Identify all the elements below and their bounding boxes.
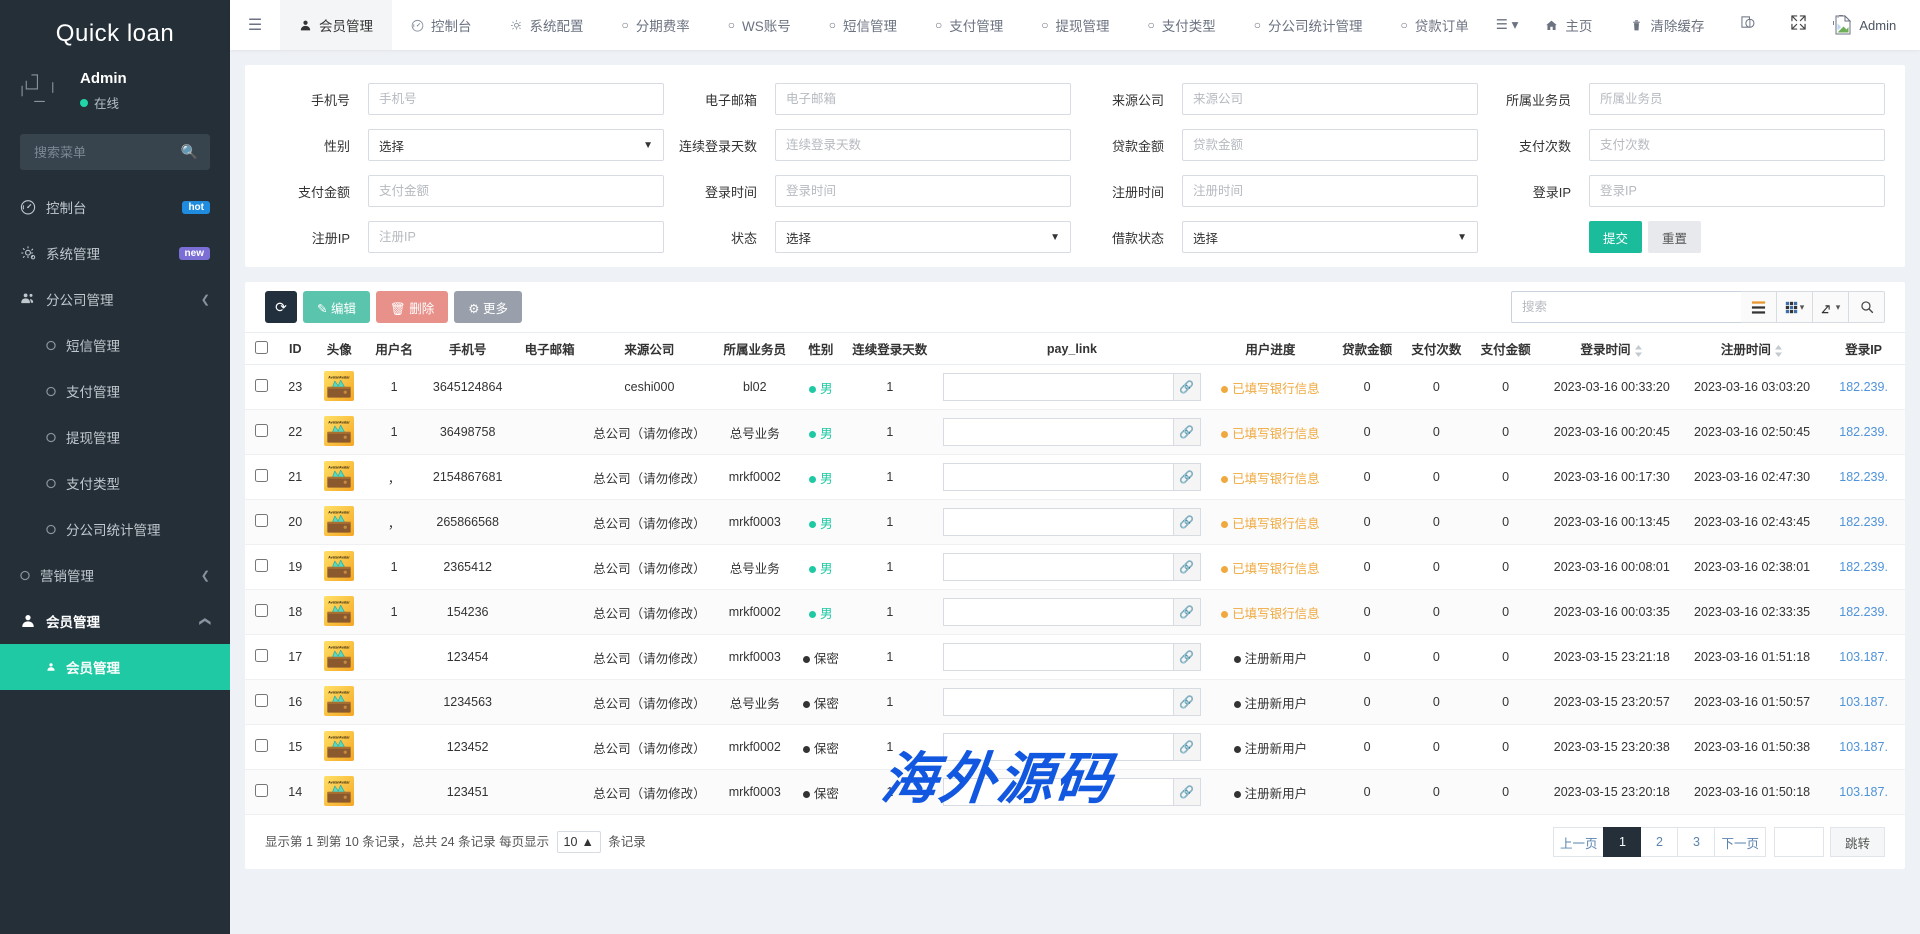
svg-text:AvatarAvatar: AvatarAvatar xyxy=(329,690,351,694)
svg-text:AvatarAvatar: AvatarAvatar xyxy=(329,555,351,559)
svg-text:AvatarAvatar: AvatarAvatar xyxy=(329,645,351,649)
svg-text:AvatarAvatar: AvatarAvatar xyxy=(329,510,351,514)
svg-text:AvatarAvatar: AvatarAvatar xyxy=(329,780,351,784)
svg-text:AvatarAvatar: AvatarAvatar xyxy=(329,600,351,604)
svg-text:AvatarAvatar: AvatarAvatar xyxy=(329,465,351,469)
svg-text:AvatarAvatar: AvatarAvatar xyxy=(329,420,351,424)
svg-text:AvatarAvatar: AvatarAvatar xyxy=(329,375,351,379)
svg-text:AvatarAvatar: AvatarAvatar xyxy=(329,735,351,739)
